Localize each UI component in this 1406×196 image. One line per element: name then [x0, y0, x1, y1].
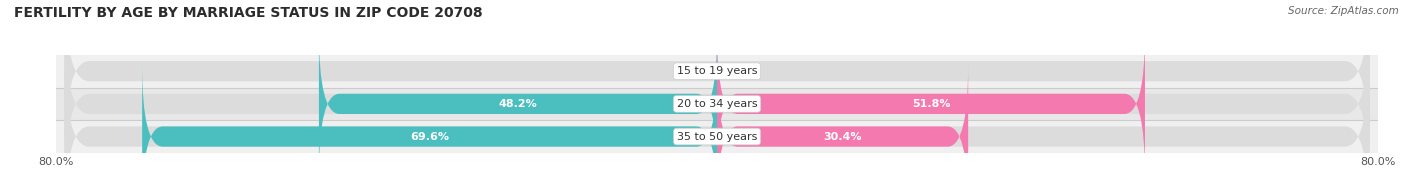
Text: 20 to 34 years: 20 to 34 years	[676, 99, 758, 109]
Text: 51.8%: 51.8%	[911, 99, 950, 109]
FancyBboxPatch shape	[65, 0, 1369, 159]
FancyBboxPatch shape	[65, 16, 1369, 192]
FancyBboxPatch shape	[65, 49, 1369, 196]
Text: 0.0%: 0.0%	[730, 66, 761, 76]
FancyBboxPatch shape	[717, 65, 969, 196]
Text: 69.6%: 69.6%	[411, 132, 449, 142]
Bar	[56, 120, 1378, 153]
Legend: Married, Unmarried: Married, Unmarried	[631, 195, 803, 196]
Text: 48.2%: 48.2%	[499, 99, 537, 109]
Text: 30.4%: 30.4%	[824, 132, 862, 142]
Text: 15 to 19 years: 15 to 19 years	[676, 66, 758, 76]
FancyBboxPatch shape	[319, 32, 717, 175]
Bar	[56, 88, 1378, 120]
FancyBboxPatch shape	[142, 65, 717, 196]
Text: FERTILITY BY AGE BY MARRIAGE STATUS IN ZIP CODE 20708: FERTILITY BY AGE BY MARRIAGE STATUS IN Z…	[14, 6, 482, 20]
Bar	[56, 55, 1378, 88]
FancyBboxPatch shape	[717, 32, 1144, 175]
Text: 0.0%: 0.0%	[673, 66, 704, 76]
Text: Source: ZipAtlas.com: Source: ZipAtlas.com	[1288, 6, 1399, 16]
Text: 35 to 50 years: 35 to 50 years	[676, 132, 758, 142]
